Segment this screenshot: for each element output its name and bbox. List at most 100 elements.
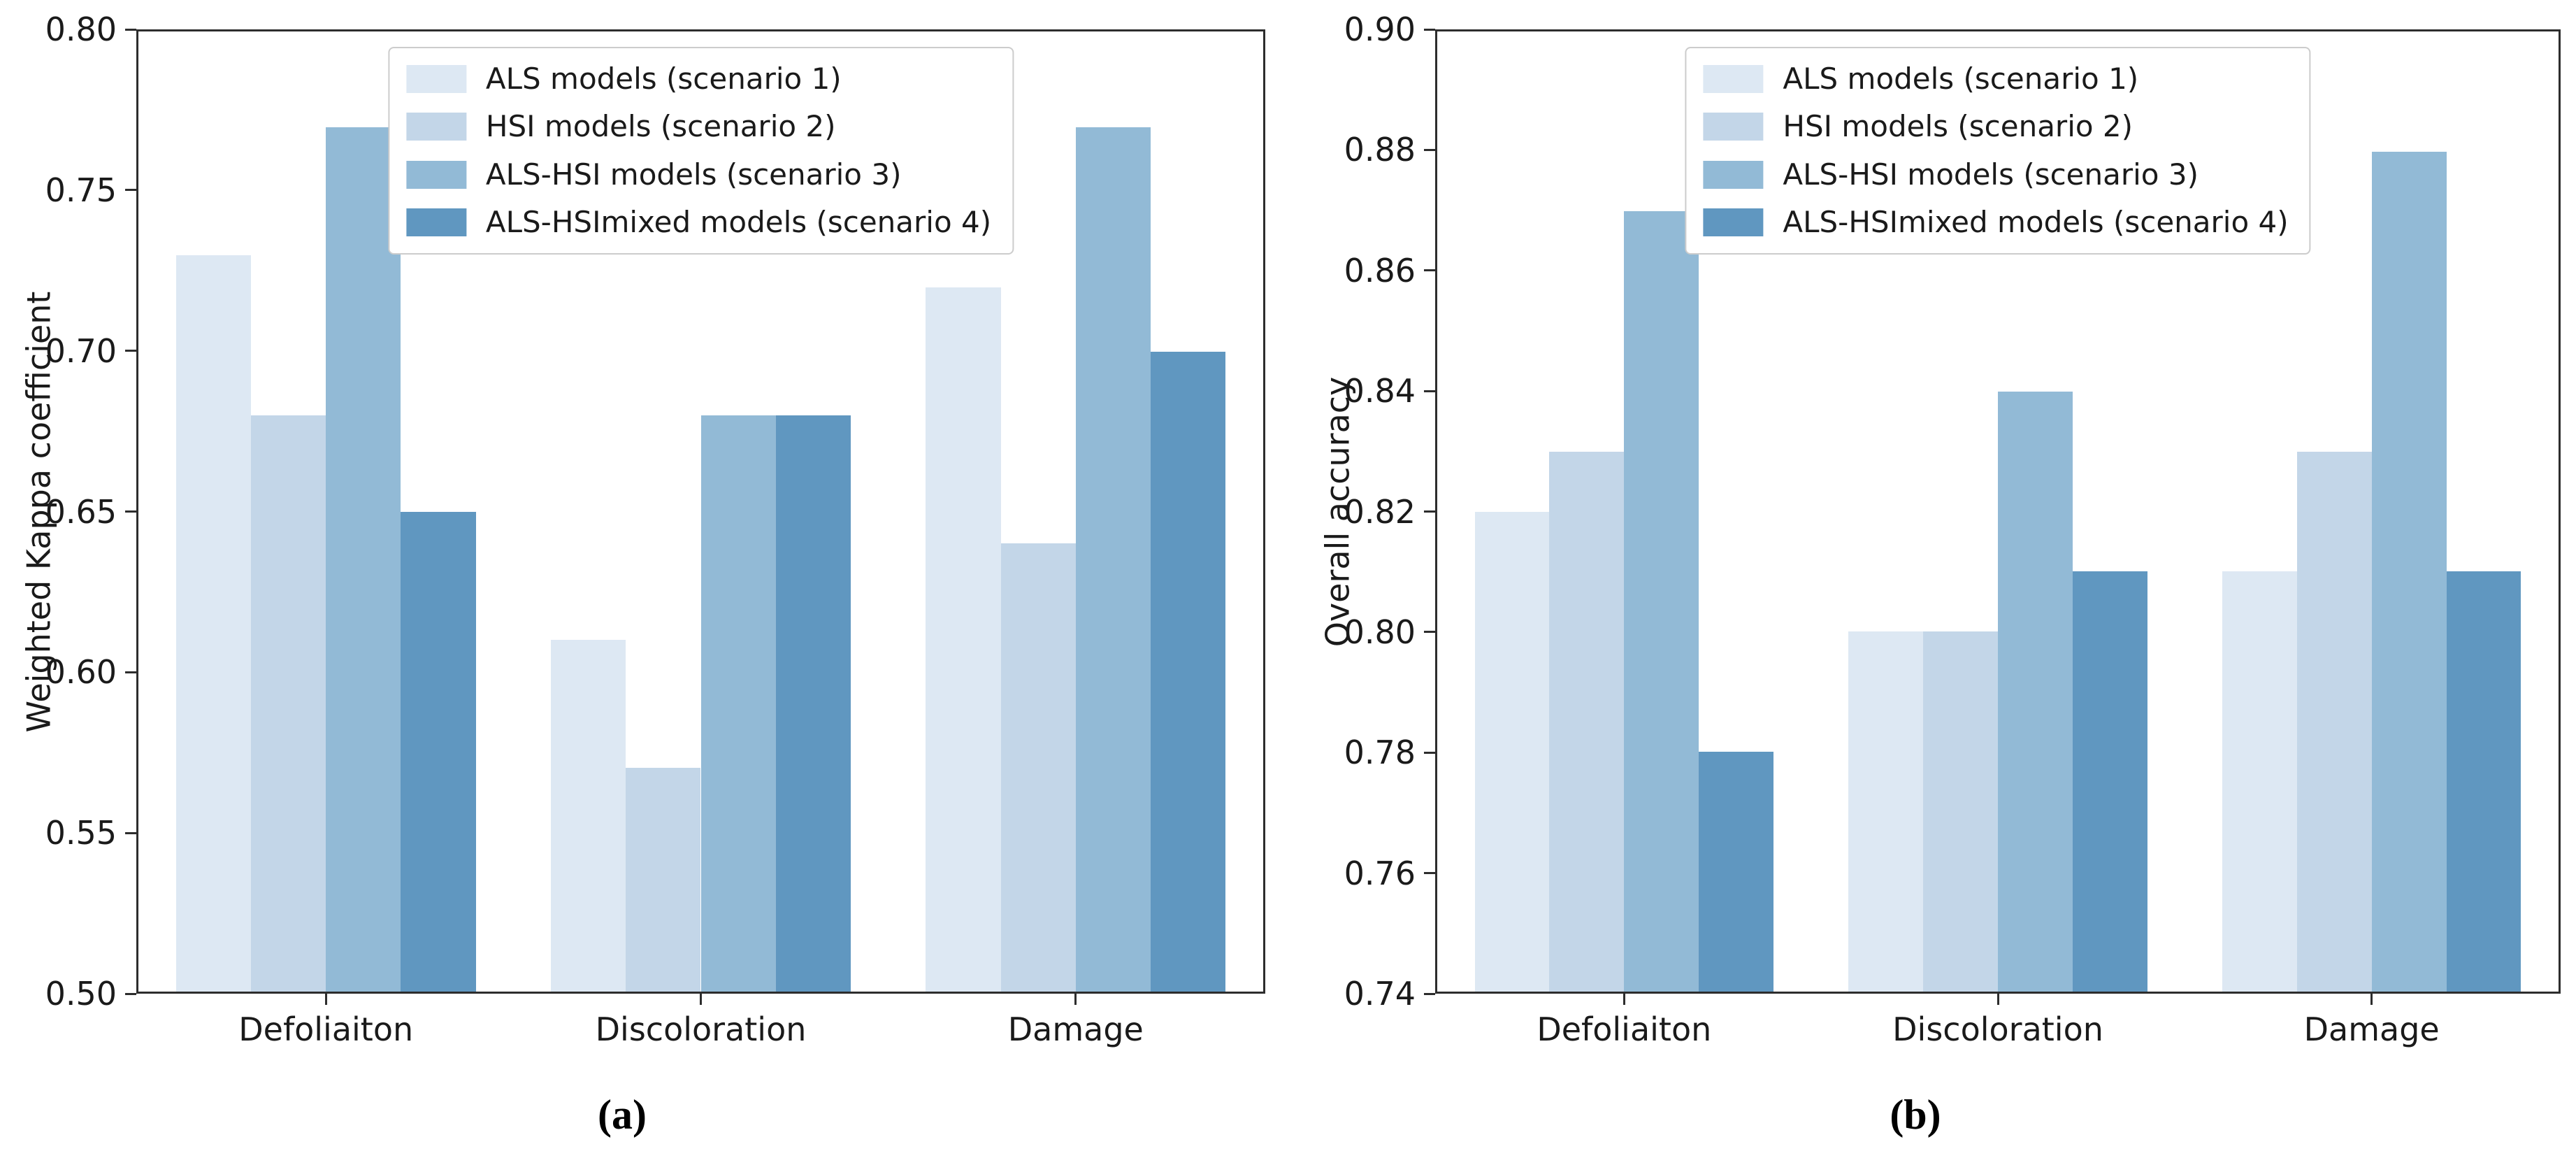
chart-a-bar-damage-s3 (1075, 127, 1151, 992)
legend-swatch-s3 (1703, 160, 1764, 189)
chart-a-xtick-mark (324, 994, 327, 1005)
chart-a-xtick-mark (700, 994, 702, 1005)
chart-a-ytick-mark (125, 28, 136, 31)
legend-row: HSI models (scenario 2) (405, 109, 991, 144)
chart-a-caption: (a) (598, 1092, 647, 1138)
legend-row: ALS models (scenario 1) (1703, 62, 2288, 96)
chart-a-bar-discoloration-s3 (700, 415, 776, 992)
legend-swatch-s1 (405, 65, 466, 94)
chart-b-bar-damage-s2 (2296, 451, 2372, 992)
chart-b-xtick-mark (1996, 994, 1999, 1005)
chart-b-xtick-mark (2370, 994, 2373, 1005)
chart-b-ytick-label: 0.78 (1344, 734, 1416, 772)
chart-a-bar-defoliaiton-s3 (326, 127, 401, 992)
legend-row: HSI models (scenario 2) (1703, 109, 2288, 144)
chart-a-ytick-label: 0.55 (45, 814, 117, 852)
legend-label: ALS-HSI models (scenario 3) (485, 157, 902, 192)
legend-row: ALS-HSImixed models (scenario 4) (1703, 204, 2289, 239)
legend-row: ALS-HSImixed models (scenario 4) (405, 204, 992, 239)
chart-b-xtick-label-damage: Damage (2303, 1010, 2440, 1048)
chart-b-legend: ALS models (scenario 1) HSI models (scena… (1685, 47, 2311, 255)
legend-row: ALS models (scenario 1) (405, 62, 991, 96)
chart-b-bar-defoliaiton-s1 (1474, 511, 1550, 992)
chart-b-ytick-mark (1424, 992, 1435, 995)
chart-b-ytick-mark (1424, 751, 1435, 754)
chart-a-ytick-mark (125, 510, 136, 513)
chart-b-bar-defoliaiton-s4 (1699, 751, 1774, 992)
legend-swatch-s2 (405, 113, 466, 141)
chart-b-bar-discoloration-s2 (1923, 631, 1998, 992)
legend-label: ALS-HSImixed models (scenario 4) (1783, 204, 2289, 239)
legend-label: ALS-HSI models (scenario 3) (1783, 157, 2199, 192)
chart-a-ytick-mark (125, 831, 136, 834)
chart-b-ytick-mark (1424, 631, 1435, 634)
chart-a-xtick-label-discoloration: Discoloration (595, 1010, 807, 1048)
chart-a-legend: ALS models (scenario 1) HSI models (scena… (387, 47, 1014, 255)
chart-a-y-axis-label: Weighted Kappa coefficient (20, 291, 57, 732)
chart-b-ytick-label: 0.84 (1344, 372, 1416, 410)
chart-a-ytick-label: 0.75 (45, 171, 117, 209)
chart-b-caption: (b) (1890, 1092, 1941, 1138)
chart-b-ytick-label: 0.74 (1344, 975, 1416, 1013)
chart-a-ytick-mark (125, 189, 136, 192)
chart-a-ytick-mark (125, 350, 136, 352)
chart-b-bar-damage-s3 (2371, 151, 2447, 992)
chart-b-ytick-mark (1424, 148, 1435, 151)
chart-b-y-axis-label: Overall accuracy (1318, 376, 1356, 647)
legend-swatch-s4 (1703, 208, 1764, 237)
chart-a-ytick-mark (125, 992, 136, 995)
chart-b-xtick-mark (1622, 994, 1625, 1005)
legend-label: ALS models (scenario 1) (485, 62, 842, 96)
chart-b-ytick-label: 0.76 (1344, 854, 1416, 892)
chart-a-plot-area: ALS models (scenario 1) HSI models (scena… (136, 29, 1265, 994)
legend-swatch-s4 (405, 208, 466, 237)
chart-b-ytick-mark (1424, 872, 1435, 875)
chart-a-xtick-label-defoliaiton: Defoliaiton (238, 1010, 414, 1048)
chart-b-ytick-label: 0.90 (1344, 10, 1416, 48)
chart-b-xtick-label-defoliaiton: Defoliaiton (1537, 1010, 1712, 1048)
chart-b-bar-damage-s1 (2222, 571, 2297, 992)
legend-row: ALS-HSI models (scenario 3) (1703, 157, 2288, 192)
chart-a-ytick-label: 0.60 (45, 653, 117, 692)
chart-a-bar-discoloration-s2 (626, 767, 701, 992)
legend-label: ALS-HSImixed models (scenario 4) (485, 204, 992, 239)
chart-a-bar-defoliaiton-s1 (175, 255, 251, 992)
chart-a-ytick-label: 0.70 (45, 331, 117, 370)
chart-a-bar-damage-s1 (926, 287, 1001, 992)
legend-label: HSI models (scenario 2) (1783, 109, 2134, 144)
chart-b-bar-discoloration-s1 (1848, 631, 1923, 992)
chart-b-ytick-label: 0.86 (1344, 251, 1416, 290)
chart-b-ytick-mark (1424, 390, 1435, 392)
legend-label: HSI models (scenario 2) (485, 109, 836, 144)
chart-b-ytick-mark (1424, 510, 1435, 513)
chart-b-bar-discoloration-s3 (1998, 391, 2073, 992)
chart-a-bar-discoloration-s4 (775, 415, 851, 992)
chart-a-ytick-mark (125, 671, 136, 673)
legend-label: ALS models (scenario 1) (1783, 62, 2139, 96)
chart-b-xtick-label-discoloration: Discoloration (1892, 1010, 2103, 1048)
chart-b-bar-defoliaiton-s2 (1549, 451, 1625, 992)
chart-a-bar-discoloration-s1 (551, 639, 626, 992)
chart-a-bar-defoliaiton-s2 (250, 415, 326, 992)
chart-a-xtick-label-damage: Damage (1007, 1010, 1144, 1048)
chart-b-bar-defoliaiton-s3 (1624, 211, 1699, 992)
legend-swatch-s2 (1703, 113, 1764, 141)
chart-a-ytick-label: 0.65 (45, 492, 117, 531)
chart-b-plot-area: ALS models (scenario 1) HSI models (scena… (1435, 29, 2561, 994)
chart-a-bar-damage-s4 (1151, 351, 1226, 992)
legend-row: ALS-HSI models (scenario 3) (405, 157, 991, 192)
chart-b-ytick-mark (1424, 269, 1435, 272)
chart-a-xtick-mark (1074, 994, 1077, 1005)
chart-a-bar-damage-s2 (1000, 543, 1076, 992)
chart-b-bar-discoloration-s4 (2072, 571, 2147, 992)
chart-a-ytick-label: 0.80 (45, 10, 117, 48)
chart-b-ytick-label: 0.82 (1344, 492, 1416, 531)
chart-b-ytick-label: 0.88 (1344, 131, 1416, 169)
legend-swatch-s3 (405, 160, 466, 189)
chart-a-ytick-label: 0.50 (45, 975, 117, 1013)
chart-a-bar-defoliaiton-s4 (401, 511, 476, 992)
chart-b-ytick-mark (1424, 28, 1435, 31)
legend-swatch-s1 (1703, 65, 1764, 94)
chart-b-ytick-label: 0.80 (1344, 613, 1416, 651)
